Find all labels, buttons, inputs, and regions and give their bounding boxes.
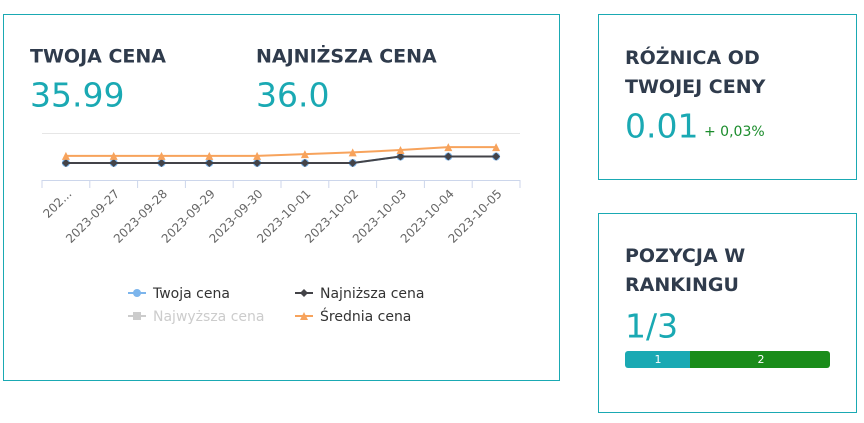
point-marker [300, 150, 309, 159]
point-marker [205, 158, 214, 167]
point-marker [109, 151, 118, 160]
point-marker [396, 152, 405, 161]
point-marker [157, 151, 166, 160]
point-marker [205, 151, 214, 160]
point-marker [157, 158, 166, 167]
legend-label: Najwyższa cena [153, 309, 264, 325]
ranking-segment [625, 351, 693, 368]
point-marker [133, 289, 141, 297]
difference-card [598, 14, 857, 180]
point-marker [444, 143, 453, 152]
legend-label: Średnia cena [320, 307, 411, 325]
point-marker [61, 158, 70, 167]
point-marker [300, 158, 309, 167]
point-marker [109, 158, 118, 167]
ranking-segment-join [690, 351, 696, 368]
ranking-value: 1/3 [625, 307, 678, 346]
ranking-segment [690, 351, 830, 368]
point-marker [133, 312, 141, 320]
difference-title: RÓŻNICA OD TWOJEJ CENY [625, 45, 766, 98]
price-card [3, 14, 560, 381]
point-marker [396, 146, 405, 155]
ranking-card [598, 213, 857, 413]
own-price-value: 35.99 [30, 76, 124, 115]
series-line [65, 155, 497, 164]
point-marker [492, 143, 501, 152]
series-line [65, 146, 497, 157]
point-marker [348, 148, 357, 157]
own-price-label: TWOJA CENA [30, 46, 166, 68]
lowest-price-label: NAJNIŻSZA CENA [256, 44, 437, 68]
point-marker [300, 312, 308, 320]
ranking-title: POZYCJA W RANKINGU [625, 245, 745, 296]
ranking-segment-label: 1 [655, 353, 662, 366]
point-marker [61, 151, 70, 160]
point-marker [253, 158, 262, 167]
ranking-segment-label: 2 [758, 353, 765, 366]
difference-change: + 0,03% [704, 124, 765, 140]
point-marker [348, 158, 357, 167]
point-marker [300, 289, 308, 297]
point-marker [492, 152, 501, 161]
point-marker [253, 151, 262, 160]
legend-label: Twoja cena [152, 286, 230, 302]
legend-label: Najniższa cena [320, 286, 425, 302]
difference-value: 0.01 [625, 107, 698, 146]
point-marker [444, 152, 453, 161]
lowest-price-value: 36.0 [256, 76, 329, 115]
